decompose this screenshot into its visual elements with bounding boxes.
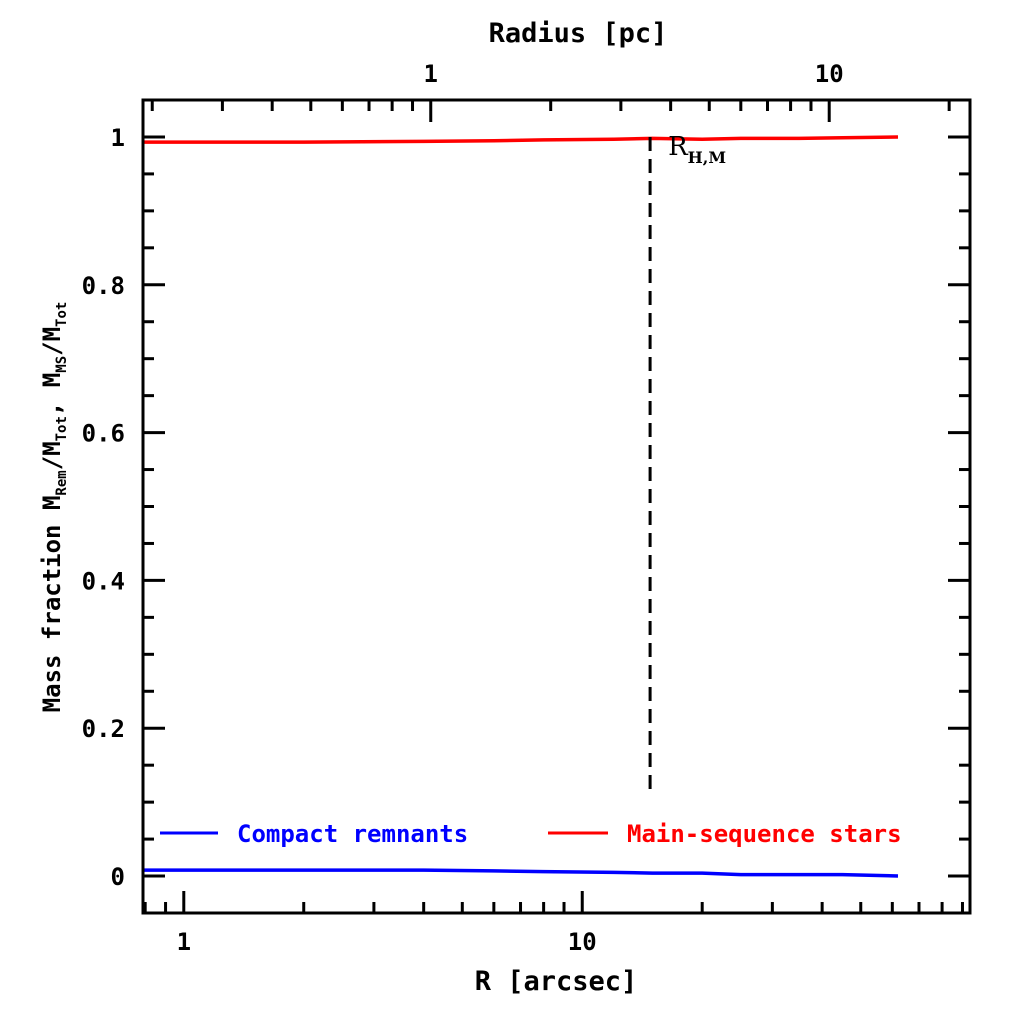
series-line-main-sequence-stars <box>143 135 899 144</box>
plot-frame <box>141 98 972 915</box>
top-axis-label: Radius [pc] <box>489 18 668 49</box>
legend: Compact remnants Main-sequence stars <box>160 820 902 848</box>
y-tick-label: 0.4 <box>82 567 125 595</box>
legend-label-main-sequence-stars: Main-sequence stars <box>627 820 902 848</box>
axis-ticks <box>143 98 970 915</box>
series-lines <box>143 135 899 878</box>
series-line-compact-remnants <box>143 868 899 878</box>
x2-tick-label: 10 <box>815 60 844 88</box>
legend-label-compact-remnants: Compact remnants <box>237 820 468 848</box>
y-tick-label: 0 <box>111 863 125 891</box>
y-tick-label: 0.8 <box>82 272 125 300</box>
x-tick-label: 10 <box>568 928 597 956</box>
y-axis-label: Mass fraction MRem/MTot, MMS/MTot <box>38 302 70 713</box>
x-axis-label: R [arcsec] <box>475 966 638 997</box>
y-tick-label: 1 <box>111 124 125 152</box>
half-mass-radius-label: RH,M <box>668 132 726 167</box>
y-tick-label: 0.2 <box>82 715 125 743</box>
y-tick-label: 0.6 <box>82 420 125 448</box>
x-tick-label: 1 <box>177 928 191 956</box>
x2-tick-label: 1 <box>424 60 438 88</box>
tick-labels: 1 10 1 10 0 0.2 0.4 0.6 0.8 1 <box>82 60 844 956</box>
